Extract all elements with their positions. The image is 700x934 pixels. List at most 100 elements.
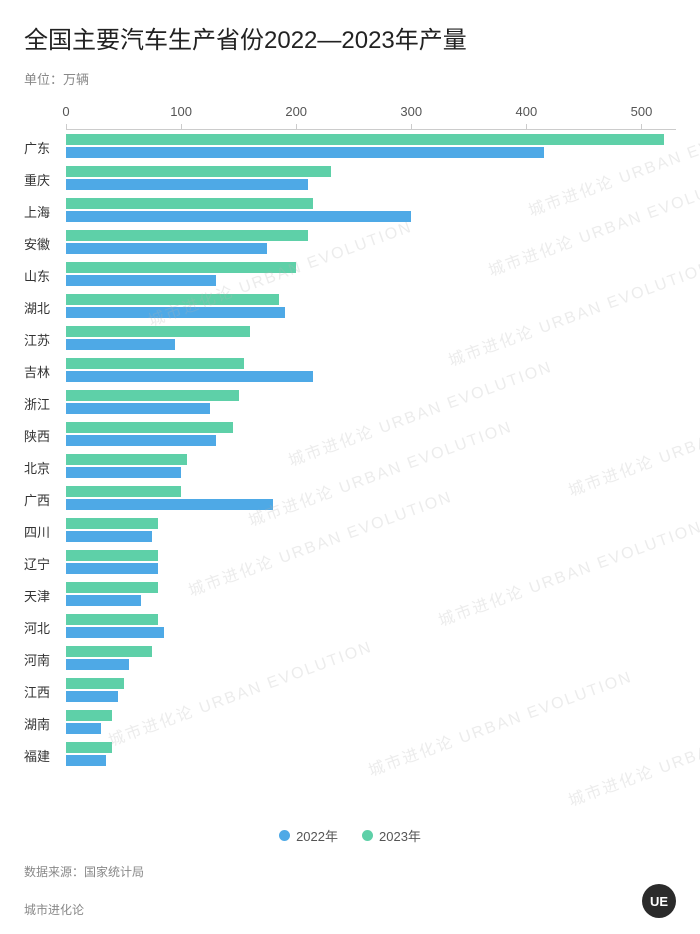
bar-2022 [66, 403, 210, 414]
bar-2022 [66, 499, 273, 510]
category-label: 四川 [24, 522, 64, 541]
category-label: 辽宁 [24, 554, 64, 573]
bar-2023 [66, 390, 239, 401]
bar-2023 [66, 582, 158, 593]
chart-area: 0100200300400500 广东重庆上海安徽山东湖北江苏吉林浙江陕西北京广… [24, 100, 676, 820]
brand-logo: UE [642, 884, 676, 918]
bar-2022 [66, 371, 313, 382]
category-row: 广西 [66, 482, 676, 514]
tick-label: 500 [631, 104, 653, 119]
category-label: 广东 [24, 138, 64, 157]
category-label: 天津 [24, 586, 64, 605]
category-row: 北京 [66, 450, 676, 482]
footer: 城市进化论 UE [24, 884, 676, 918]
category-label: 上海 [24, 202, 64, 221]
bar-2023 [66, 742, 112, 753]
category-label: 河北 [24, 618, 64, 637]
bar-2023 [66, 550, 158, 561]
bar-2023 [66, 454, 187, 465]
category-row: 广东 [66, 130, 676, 162]
bar-2022 [66, 563, 158, 574]
category-row: 天津 [66, 578, 676, 610]
bar-2022 [66, 467, 181, 478]
bar-2023 [66, 486, 181, 497]
bar-2022 [66, 179, 308, 190]
bar-2022 [66, 755, 106, 766]
bar-2022 [66, 339, 175, 350]
category-row: 江苏 [66, 322, 676, 354]
bar-2022 [66, 147, 544, 158]
bar-2022 [66, 307, 285, 318]
bar-2022 [66, 531, 152, 542]
category-label: 吉林 [24, 362, 64, 381]
bar-2023 [66, 646, 152, 657]
tick-label: 100 [170, 104, 192, 119]
tick-label: 0 [62, 104, 69, 119]
category-row: 辽宁 [66, 546, 676, 578]
category-row: 上海 [66, 194, 676, 226]
tick-label: 400 [516, 104, 538, 119]
category-row: 江西 [66, 674, 676, 706]
bar-2023 [66, 198, 313, 209]
category-row: 河北 [66, 610, 676, 642]
logo-text: UE [650, 894, 668, 909]
category-row: 湖南 [66, 706, 676, 738]
bar-2023 [66, 230, 308, 241]
category-label: 安徽 [24, 234, 64, 253]
category-label: 广西 [24, 490, 64, 509]
category-row: 河南 [66, 642, 676, 674]
category-row: 四川 [66, 514, 676, 546]
category-label: 江西 [24, 682, 64, 701]
bar-2023 [66, 166, 331, 177]
bar-2023 [66, 678, 124, 689]
legend-swatch [362, 830, 373, 841]
category-label: 陕西 [24, 426, 64, 445]
category-label: 湖北 [24, 298, 64, 317]
category-label: 福建 [24, 746, 64, 765]
legend-swatch [279, 830, 290, 841]
legend-label: 2023年 [379, 826, 421, 845]
bar-2022 [66, 723, 101, 734]
bar-2022 [66, 595, 141, 606]
category-row: 吉林 [66, 354, 676, 386]
category-row: 安徽 [66, 226, 676, 258]
category-row: 重庆 [66, 162, 676, 194]
bar-2023 [66, 710, 112, 721]
bar-2023 [66, 422, 233, 433]
bar-2022 [66, 659, 129, 670]
plot-area: 广东重庆上海安徽山东湖北江苏吉林浙江陕西北京广西四川辽宁天津河北河南江西湖南福建 [66, 130, 676, 790]
bar-2023 [66, 294, 279, 305]
x-axis: 0100200300400500 [66, 100, 676, 130]
category-label: 山东 [24, 266, 64, 285]
bar-2022 [66, 691, 118, 702]
bar-2022 [66, 211, 411, 222]
unit-label: 单位：万辆 [24, 69, 676, 88]
bar-2022 [66, 435, 216, 446]
bar-2023 [66, 518, 158, 529]
legend: 2022年 2023年 [24, 826, 676, 845]
bar-2023 [66, 262, 296, 273]
bar-2023 [66, 614, 158, 625]
footer-brand: 城市进化论 [24, 901, 84, 918]
category-label: 北京 [24, 458, 64, 477]
category-label: 湖南 [24, 714, 64, 733]
category-row: 浙江 [66, 386, 676, 418]
category-label: 河南 [24, 650, 64, 669]
bar-2023 [66, 358, 244, 369]
tick-label: 300 [400, 104, 422, 119]
chart-container: 全国主要汽车生产省份2022—2023年产量 单位：万辆 0 100 200 300 4… [0, 0, 700, 900]
legend-label: 2022年 [296, 826, 338, 845]
legend-item: 2022年 [279, 826, 338, 845]
category-label: 重庆 [24, 170, 64, 189]
category-row: 陕西 [66, 418, 676, 450]
tick-label: 200 [285, 104, 307, 119]
bar-2022 [66, 627, 164, 638]
category-row: 福建 [66, 738, 676, 770]
category-label: 浙江 [24, 394, 64, 413]
category-row: 山东 [66, 258, 676, 290]
bar-2022 [66, 243, 267, 254]
bar-2023 [66, 326, 250, 337]
chart-title: 全国主要汽车生产省份2022—2023年产量 [24, 20, 676, 55]
bar-2022 [66, 275, 216, 286]
bar-2023 [66, 134, 664, 145]
